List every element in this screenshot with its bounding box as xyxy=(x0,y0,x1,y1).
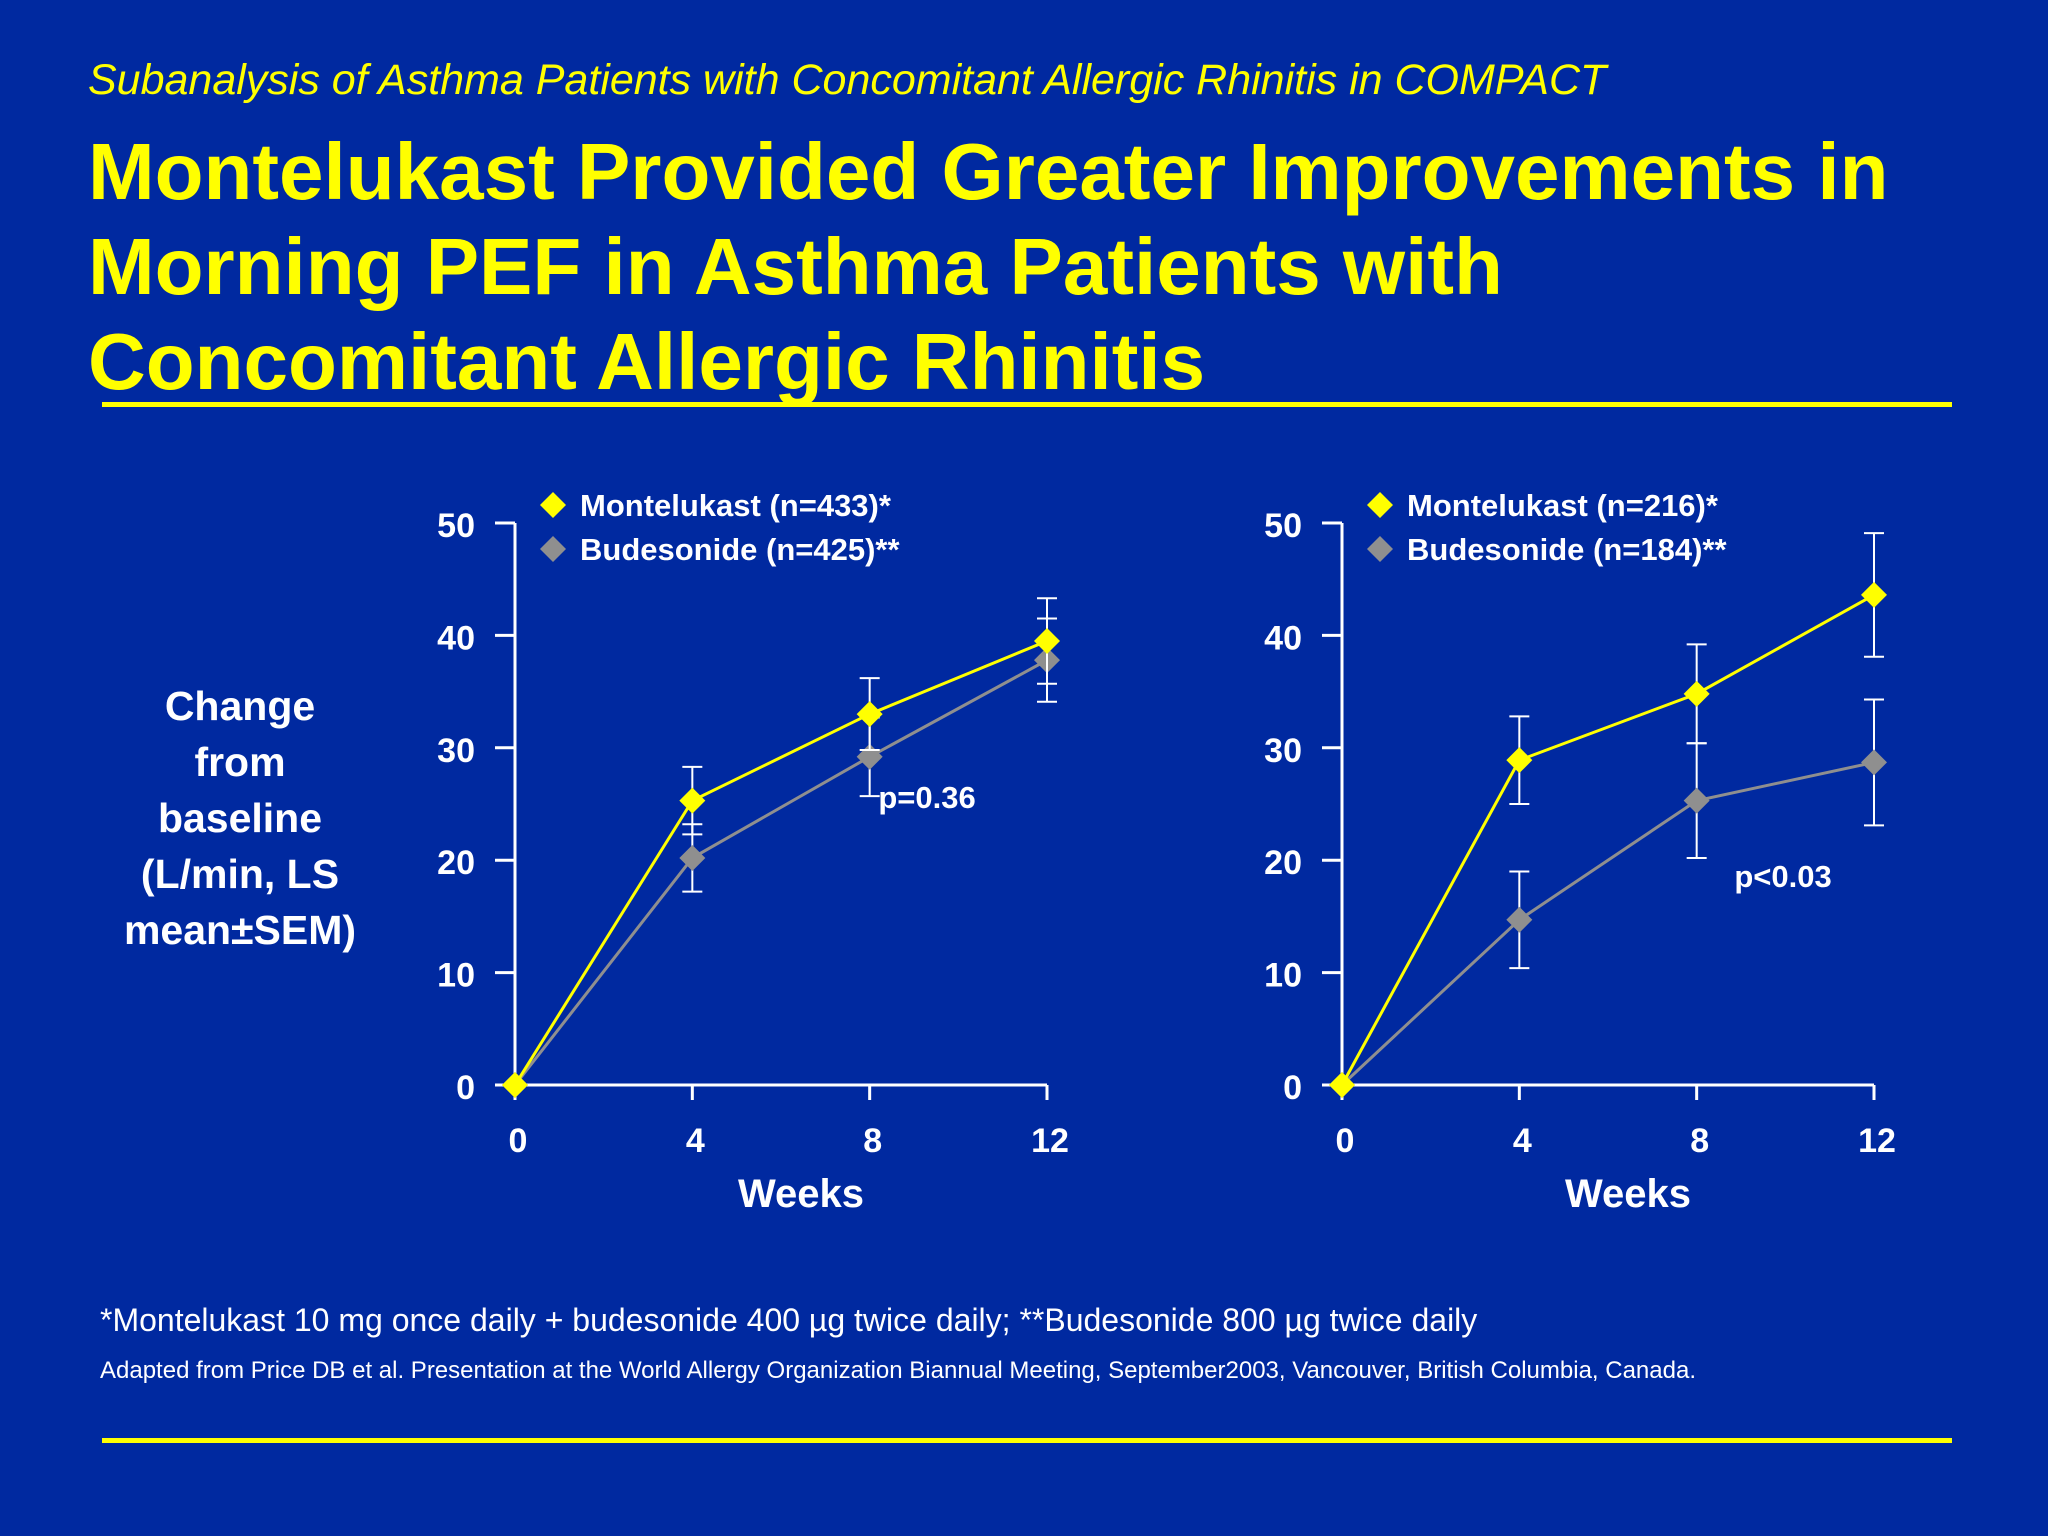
legend-entry: Budesonide (n=425)** xyxy=(580,532,900,567)
data-point-montelukast xyxy=(856,701,883,728)
legend-entry: Montelukast (n=433)* xyxy=(580,488,892,523)
x-tick-label: 4 xyxy=(1513,1122,1532,1160)
legend-entry: Montelukast (n=216)* xyxy=(1407,488,1719,523)
x-tick-label: 12 xyxy=(1031,1122,1069,1160)
x-tick-label: 0 xyxy=(509,1122,528,1160)
y-tick-label: 30 xyxy=(437,732,475,770)
x-axis-label: Weeks xyxy=(738,1172,864,1216)
y-tick-label: 0 xyxy=(456,1069,475,1107)
data-point-budesonide xyxy=(1683,787,1710,814)
x-tick-label: 8 xyxy=(863,1122,882,1160)
y-axis-label: Change from baseline (L/min, LS mean±SEM) xyxy=(95,678,385,958)
y-tick-label: 10 xyxy=(437,957,475,995)
data-point-budesonide xyxy=(679,844,706,871)
series-line-montelukast xyxy=(1340,593,1875,1086)
x-tick-label: 12 xyxy=(1858,1122,1896,1160)
x-tick-label: 0 xyxy=(1336,1122,1355,1160)
data-point-montelukast xyxy=(1861,581,1887,608)
y-tick-label: 50 xyxy=(1264,507,1302,545)
p-value-annotation: p=0.36 xyxy=(878,780,975,815)
data-point-montelukast xyxy=(1034,628,1060,655)
chart-left: 0 10 20 30 40 50 0 4 8 12 Weeks Montelukast (n=433)… xyxy=(395,470,1295,1260)
footer-divider xyxy=(102,1438,1952,1443)
data-point-montelukast xyxy=(1683,680,1710,707)
data-point-budesonide xyxy=(1861,749,1887,776)
data-point-montelukast xyxy=(502,1072,528,1098)
legend-marker-budesonide xyxy=(540,536,566,562)
y-axis-label-line: from xyxy=(194,739,286,785)
chart-right: 0 10 20 30 40 50 0 4 8 12 Weeks Montelukast (n=216)… xyxy=(1222,470,2048,1260)
legend-marker-budesonide xyxy=(1367,536,1393,562)
slide-title: Montelukast Provided Greater Improvement… xyxy=(88,127,1889,406)
y-tick-label: 30 xyxy=(1264,732,1302,770)
y-tick-label: 10 xyxy=(1264,957,1302,995)
x-axis-label: Weeks xyxy=(1565,1172,1691,1216)
data-point-budesonide xyxy=(1506,906,1533,933)
data-point-montelukast xyxy=(1329,1072,1355,1098)
legend-marker-montelukast xyxy=(540,492,566,518)
legend-marker-montelukast xyxy=(1367,492,1393,518)
y-axis-label-line: mean±SEM) xyxy=(123,907,357,953)
y-tick-label: 0 xyxy=(1283,1069,1302,1107)
y-axis-label-line: Change xyxy=(164,683,316,729)
legend-entry: Budesonide (n=184)** xyxy=(1407,532,1727,567)
x-tick-label: 8 xyxy=(1690,1122,1709,1160)
chart-right-svg: 0 10 20 30 40 50 0 4 8 12 Weeks Montelukast (n=216)… xyxy=(1264,488,1896,1216)
series-line-budesonide xyxy=(513,658,1048,1086)
y-tick-label: 20 xyxy=(437,844,475,882)
citation: Adapted from Price DB et al. Presentatio… xyxy=(100,1357,1696,1384)
p-value-annotation: p<0.03 xyxy=(1734,859,1831,894)
slide-subtitle: Subanalysis of Asthma Patients with Conc… xyxy=(88,56,1607,104)
series-line-budesonide xyxy=(1340,760,1875,1087)
y-tick-label: 50 xyxy=(437,507,475,545)
y-axis-label-line: baseline xyxy=(157,795,323,841)
footnote: *Montelukast 10 mg once daily + budesoni… xyxy=(100,1302,1478,1338)
x-tick-label: 4 xyxy=(686,1122,705,1160)
data-point-montelukast xyxy=(1506,747,1533,774)
y-tick-label: 20 xyxy=(1264,844,1302,882)
title-divider xyxy=(102,402,1952,407)
y-tick-label: 40 xyxy=(1264,619,1302,657)
data-point-montelukast xyxy=(679,787,706,814)
y-axis-label-line: (L/min, LS xyxy=(140,851,340,897)
y-tick-label: 40 xyxy=(437,619,475,657)
series-line-montelukast xyxy=(513,639,1048,1086)
chart-left-svg: 0 10 20 30 40 50 0 4 8 12 Weeks Montelukast (n=433)… xyxy=(437,488,1069,1216)
